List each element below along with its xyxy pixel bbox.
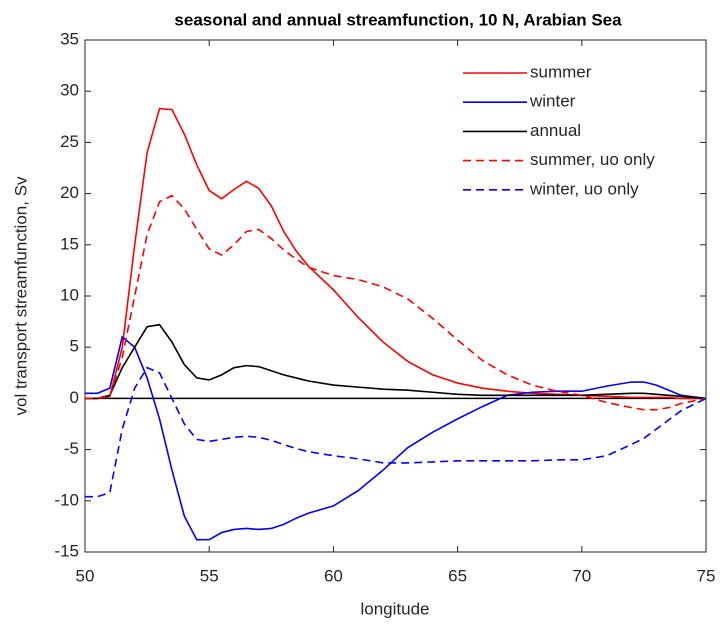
series-line xyxy=(85,335,707,541)
y-tick-label: -10 xyxy=(54,490,79,509)
legend-label: summer, uo only xyxy=(530,150,655,169)
x-axis-label: longitude xyxy=(360,599,429,618)
y-tick-label: -15 xyxy=(54,541,79,560)
y-tick-label: 25 xyxy=(60,132,79,151)
legend-label: annual xyxy=(530,121,581,140)
x-tick-label: 55 xyxy=(200,566,219,585)
y-tick-label: 15 xyxy=(60,234,79,253)
series-line xyxy=(85,323,707,400)
y-tick-label: 0 xyxy=(70,388,79,407)
series-line xyxy=(85,194,707,411)
y-tick-label: 20 xyxy=(60,183,79,202)
y-tick-label: 10 xyxy=(60,285,79,304)
plot-frame xyxy=(84,39,707,553)
y-tick-label: 35 xyxy=(60,29,79,48)
y-tick-label: 30 xyxy=(60,81,79,100)
x-tick-label: 60 xyxy=(324,566,343,585)
legend-label: winter, uo only xyxy=(529,179,639,198)
legend-label: winter xyxy=(529,92,576,111)
x-tick-label: 75 xyxy=(697,566,716,585)
plot-area xyxy=(85,40,706,552)
chart-title: seasonal and annual streamfunction, 10 N… xyxy=(174,10,622,29)
series-line xyxy=(85,366,707,498)
legend-label: summer xyxy=(530,62,592,81)
x-tick-label: 70 xyxy=(572,566,591,585)
y-tick-label: -5 xyxy=(64,439,79,458)
series-line xyxy=(85,107,706,400)
y-axis-label: vol transport streamfunction, Sv xyxy=(11,176,30,416)
x-tick-label: 50 xyxy=(76,566,95,585)
y-tick-label: 5 xyxy=(70,337,79,356)
x-tick-label: 65 xyxy=(448,566,467,585)
